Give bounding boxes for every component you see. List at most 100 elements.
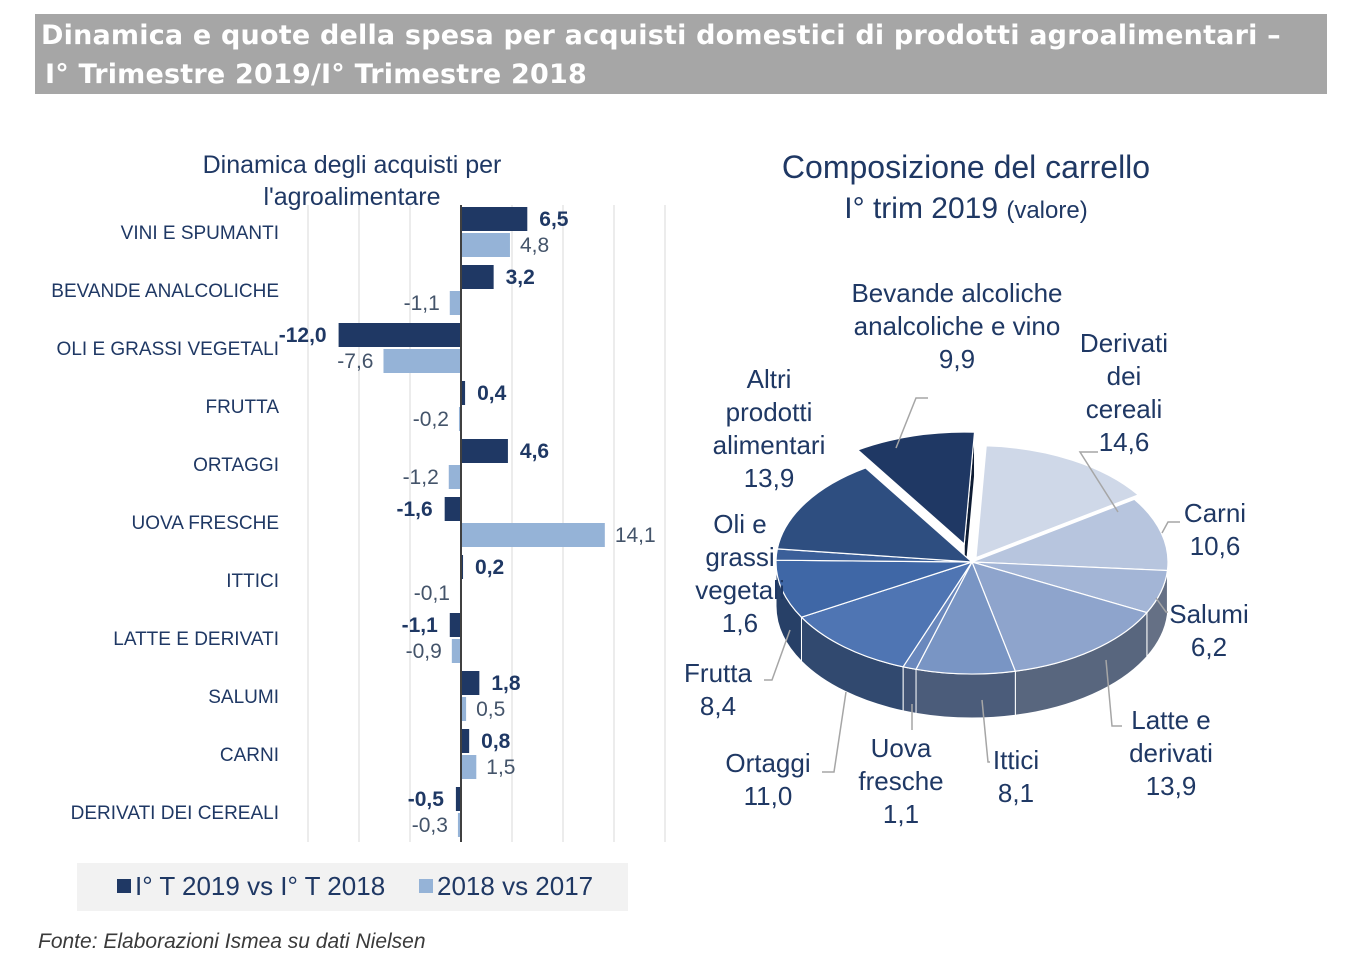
category-label: FRUTTA: [205, 397, 279, 418]
pie-value-label: 6,2: [1191, 632, 1227, 662]
category-label: OLI E GRASSI VEGETALI: [57, 339, 279, 360]
category-label: BEVANDE ANALCOLICHE: [51, 281, 279, 302]
pie-title-main: I° trim 2019: [844, 192, 1006, 225]
pie-category-label: prodotti: [726, 397, 813, 427]
data-label-2018: 14,1: [615, 524, 656, 547]
title-bar: Dinamica e quote della spesa per acquist…: [35, 14, 1327, 94]
bar-2019: [461, 207, 528, 231]
pie-category-label: fresche: [858, 766, 943, 796]
data-label-2019: 1,8: [491, 672, 521, 695]
bar-2019: [461, 381, 466, 405]
pie-value-label: 9,9: [939, 344, 975, 374]
bar-2018: [458, 407, 461, 431]
pie-category-label: Bevande alcoliche: [851, 278, 1062, 308]
pie-title-line-2: I° trim 2019 (valore): [844, 192, 1087, 225]
pie-value-label: 11,0: [744, 781, 793, 811]
pie-value-label: 1,6: [722, 608, 758, 638]
pie-category-label: Salumi: [1169, 599, 1248, 629]
bar-2019: [461, 439, 508, 463]
category-label: ITTICI: [226, 571, 279, 592]
pie-category-label: Ortaggi: [725, 748, 810, 778]
pie-category-label: Ittici: [993, 745, 1039, 775]
pie-category-label: dei: [1107, 361, 1142, 391]
data-label-2018: 4,8: [520, 234, 549, 257]
pie-title-suffix: (valore): [1006, 197, 1087, 224]
pie-category-label: Carni: [1184, 498, 1246, 528]
pie-slice: [915, 560, 1017, 675]
data-label-2019: 0,2: [475, 556, 504, 579]
pie-slice: [975, 445, 1140, 559]
data-label-2018: -0,3: [412, 814, 448, 837]
data-label-2019: 6,5: [539, 208, 569, 231]
data-label-2018: -0,1: [414, 582, 450, 605]
pie-leader-line: [1078, 451, 1119, 513]
category-label: CARNI: [220, 745, 279, 766]
pie-value-label: 14,6: [1099, 427, 1150, 457]
pie-category-label: Latte e: [1131, 705, 1211, 735]
pie-leader-line: [1161, 521, 1180, 534]
data-label-2019: 4,6: [520, 440, 549, 463]
pie-leader-line: [1105, 659, 1122, 727]
pie-category-label: derivati: [1129, 738, 1213, 768]
legend-item-2018: 2018 vs 2017: [419, 871, 593, 902]
data-label-2018: -0,2: [413, 408, 449, 431]
pie-category-label: Oli e: [713, 509, 766, 539]
legend-label-2018: 2018 vs 2017: [437, 871, 594, 901]
bar-2019: [338, 323, 461, 347]
pie-category-label: vegetali: [695, 575, 785, 605]
bar-2018: [461, 697, 467, 721]
pie-slice: [775, 559, 973, 618]
pie-slice: [776, 467, 974, 563]
pie-category-label: Frutta: [684, 658, 752, 688]
pie-category-label: grassi: [705, 542, 774, 572]
bar-2019: [455, 787, 461, 811]
data-label-2018: -1,1: [404, 292, 440, 315]
pie-category-label: analcoliche e vino: [854, 311, 1061, 341]
category-label: ORTAGGI: [193, 455, 279, 476]
pie-leader-line: [981, 699, 990, 763]
bar-2018: [449, 291, 461, 315]
category-label: VINI E SPUMANTI: [121, 223, 279, 244]
pie-category-label: cereali: [1086, 394, 1163, 424]
bar-2019: [449, 613, 461, 637]
data-label-2018: -7,6: [337, 350, 373, 373]
pie-value-label: 8,4: [700, 691, 736, 721]
data-label-2018: -0,9: [406, 640, 442, 663]
category-label: DERIVATI DEI CEREALI: [71, 803, 279, 824]
legend-swatch-2018: [419, 879, 433, 893]
pie-slice: [856, 431, 976, 546]
bar-2019: [444, 497, 461, 521]
pie-slice: [800, 560, 974, 668]
legend-swatch-2019: [117, 879, 131, 893]
pie-value-label: 13,9: [1146, 771, 1197, 801]
pie-leader-line: [822, 691, 847, 773]
legend-item-2019: I° T 2019 vs I° T 2018: [117, 871, 385, 902]
pie-leader-line: [1155, 597, 1168, 613]
category-label: SALUMI: [208, 687, 279, 708]
bar-2018: [461, 755, 477, 779]
pie-leader-line: [895, 397, 928, 449]
pie-value-label: 13,9: [744, 463, 795, 493]
category-label: LATTE E DERIVATI: [113, 629, 279, 650]
legend-label-2019: I° T 2019 vs I° T 2018: [135, 871, 386, 901]
data-label-2019: -12,0: [279, 324, 327, 347]
pie-slice-side: [902, 666, 917, 714]
bar-2018: [457, 813, 461, 837]
data-label-2019: -0,5: [408, 788, 445, 811]
bar-2018: [451, 639, 461, 663]
data-label-2018: -1,2: [403, 466, 439, 489]
data-label-2019: -1,6: [396, 498, 432, 521]
pie-slice: [970, 561, 1148, 672]
pie-title-line-1: Composizione del carrello: [782, 149, 1150, 185]
pie-value-label: 1,1: [883, 799, 919, 829]
data-label-2019: 3,2: [506, 266, 535, 289]
category-label: UOVA FRESCHE: [132, 513, 279, 534]
pie-category-label: alimentari: [713, 430, 826, 460]
pie-slice-side: [915, 668, 1016, 719]
pie-category-label: Altri: [747, 364, 792, 394]
source-note: Fonte: Elaborazioni Ismea su dati Nielse…: [38, 930, 426, 953]
bar-2018: [461, 523, 605, 547]
pie-chart: Composizione del carrello I° trim 2019 (v…: [684, 149, 1249, 829]
bar-chart-title-line: Dinamica degli acquisti per: [203, 151, 502, 179]
